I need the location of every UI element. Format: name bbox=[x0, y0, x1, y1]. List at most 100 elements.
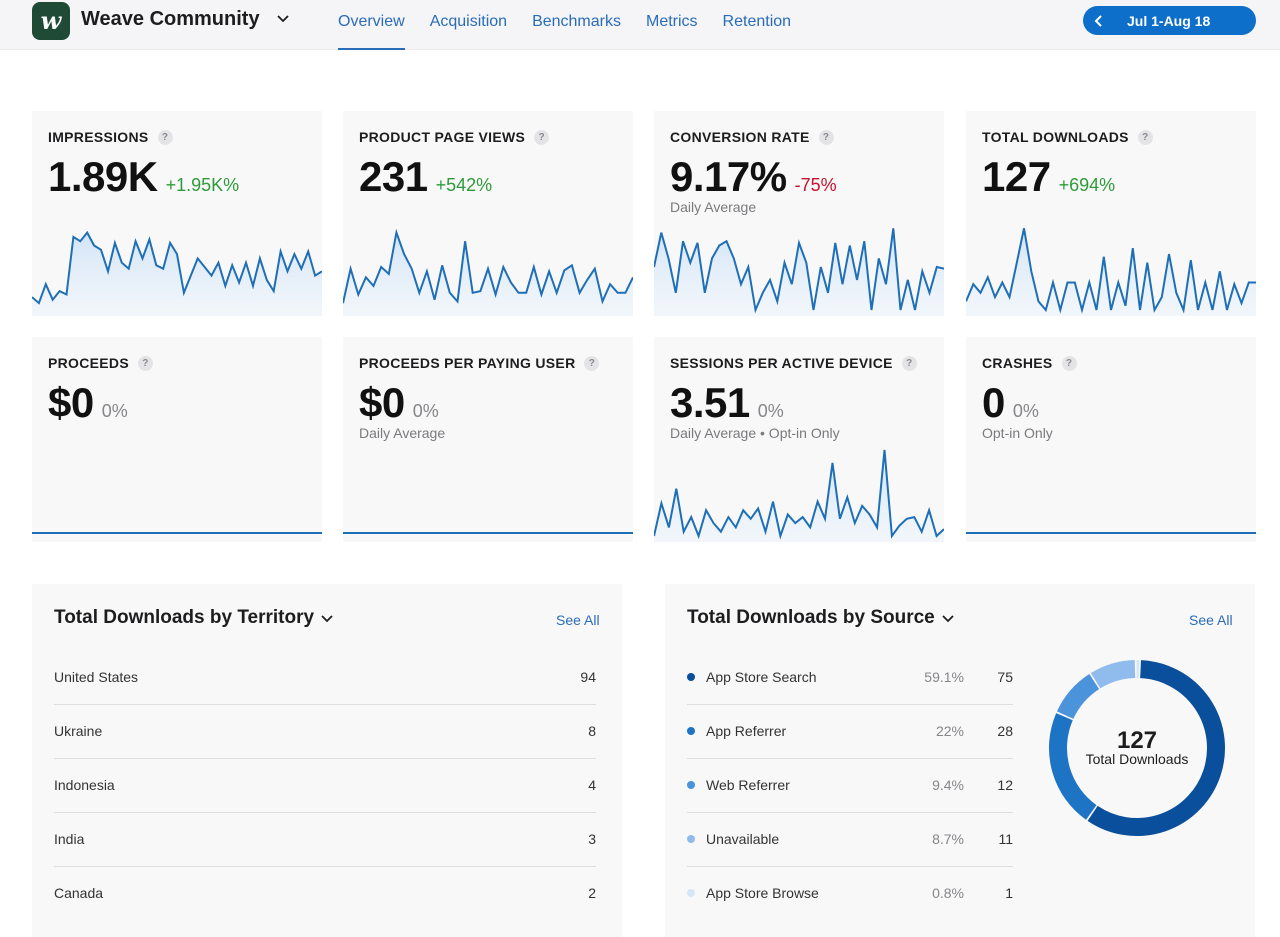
territory-row[interactable]: Indonesia 4 bbox=[54, 759, 596, 813]
help-icon[interactable]: ? bbox=[534, 129, 550, 145]
territory-see-all-link[interactable]: See All bbox=[556, 612, 600, 628]
chevron-left-icon[interactable] bbox=[1083, 6, 1115, 35]
metric-value: 127 +694% bbox=[982, 153, 1115, 201]
territory-name: Ukraine bbox=[54, 723, 103, 739]
help-icon[interactable]: ? bbox=[584, 355, 600, 371]
metric-value: 231 +542% bbox=[359, 153, 492, 201]
source-panel-title[interactable]: Total Downloads by Source bbox=[687, 607, 955, 629]
source-row[interactable]: App Store Browse 0.8% 1 bbox=[687, 867, 1013, 921]
help-icon[interactable]: ? bbox=[157, 129, 173, 145]
metric-card-product-page-views[interactable]: PRODUCT PAGE VIEWS? 231 +542% bbox=[343, 111, 633, 316]
source-row[interactable]: App Referrer 22% 28 bbox=[687, 705, 1013, 759]
metric-title: IMPRESSIONS? bbox=[48, 129, 173, 145]
metric-title-text: SESSIONS PER ACTIVE DEVICE bbox=[670, 355, 893, 371]
metric-card-sessions-per-active-device[interactable]: SESSIONS PER ACTIVE DEVICE? 3.51 0% Daily A… bbox=[654, 337, 944, 542]
metric-value-text: 1.89K bbox=[48, 153, 158, 200]
chevron-down-icon bbox=[321, 615, 333, 623]
territory-panel: Total Downloads by Territory See All Uni… bbox=[32, 584, 622, 937]
territory-name: Canada bbox=[54, 885, 104, 901]
sparkline-flat-line bbox=[32, 532, 322, 534]
territory-title-text: Total Downloads by Territory bbox=[54, 607, 315, 628]
territory-row[interactable]: Canada 2 bbox=[54, 867, 596, 921]
donut-slice bbox=[1087, 660, 1225, 836]
donut-total-value: 127 bbox=[1117, 727, 1157, 754]
top-bar: w Weave Community Overview Acquisition B… bbox=[0, 0, 1280, 50]
sparkline-flat-line bbox=[966, 532, 1256, 534]
sparkline-area bbox=[654, 450, 944, 542]
metric-value-text: 9.17% bbox=[670, 153, 787, 200]
legend-dot-icon bbox=[687, 781, 695, 789]
metric-change: +1.95K% bbox=[165, 175, 240, 195]
legend-dot-icon bbox=[687, 673, 695, 681]
app-logo[interactable]: w bbox=[32, 2, 70, 40]
territory-count: 8 bbox=[588, 723, 596, 739]
source-name: App Store Search bbox=[706, 669, 817, 685]
chevron-down-icon bbox=[942, 615, 954, 623]
source-panel: Total Downloads by Source See All App St… bbox=[665, 584, 1255, 937]
donut-slice bbox=[1090, 660, 1136, 689]
source-row[interactable]: App Store Search 59.1% 75 bbox=[687, 651, 1013, 705]
source-count: 11 bbox=[998, 831, 1013, 847]
source-row[interactable]: Unavailable 8.7% 11 bbox=[687, 813, 1013, 867]
help-icon[interactable]: ? bbox=[1061, 355, 1077, 371]
territory-count: 4 bbox=[588, 777, 596, 793]
source-name: App Store Browse bbox=[706, 885, 819, 901]
metric-change: 0% bbox=[757, 401, 784, 421]
metric-card-conversion-rate[interactable]: CONVERSION RATE? 9.17% -75% Daily Average bbox=[654, 111, 944, 316]
territory-name: India bbox=[54, 831, 85, 847]
territory-count: 2 bbox=[588, 885, 596, 901]
metric-title: CRASHES? bbox=[982, 355, 1077, 371]
source-percent: 8.7% bbox=[932, 831, 964, 847]
metric-value: $0 0% bbox=[48, 379, 128, 427]
tab-retention[interactable]: Retention bbox=[722, 13, 792, 30]
metric-subtitle: Daily Average bbox=[359, 425, 446, 441]
metric-card-total-downloads[interactable]: TOTAL DOWNLOADS? 127 +694% bbox=[966, 111, 1256, 316]
territory-row[interactable]: United States 94 bbox=[54, 651, 596, 705]
territory-count: 3 bbox=[588, 831, 596, 847]
metric-title: PRODUCT PAGE VIEWS? bbox=[359, 129, 550, 145]
metric-subtitle: Opt-in Only bbox=[982, 425, 1053, 441]
sparkline-chart bbox=[654, 449, 944, 542]
metric-value-text: 0 bbox=[982, 379, 1005, 426]
sparkline-line bbox=[32, 230, 322, 305]
source-row[interactable]: Web Referrer 9.4% 12 bbox=[687, 759, 1013, 813]
help-icon[interactable]: ? bbox=[901, 355, 917, 371]
sparkline-line bbox=[654, 228, 944, 314]
metric-title-text: TOTAL DOWNLOADS bbox=[982, 129, 1129, 145]
metric-card-crashes[interactable]: CRASHES? 0 0% Opt-in Only bbox=[966, 337, 1256, 542]
territory-panel-title[interactable]: Total Downloads by Territory bbox=[54, 607, 334, 629]
metric-value: 1.89K +1.95K% bbox=[48, 153, 239, 201]
territory-row[interactable]: Ukraine 8 bbox=[54, 705, 596, 759]
source-see-all-link[interactable]: See All bbox=[1189, 612, 1233, 628]
metric-title-text: PRODUCT PAGE VIEWS bbox=[359, 129, 526, 145]
help-icon[interactable]: ? bbox=[818, 129, 834, 145]
tab-benchmarks[interactable]: Benchmarks bbox=[532, 13, 621, 30]
help-icon[interactable]: ? bbox=[1137, 129, 1153, 145]
tab-metrics[interactable]: Metrics bbox=[645, 13, 698, 30]
donut-total-label: Total Downloads bbox=[1086, 751, 1189, 767]
date-range-picker[interactable]: Jul 1-Aug 18 bbox=[1083, 6, 1256, 35]
legend-dot-icon bbox=[687, 889, 695, 897]
source-name: App Referrer bbox=[706, 723, 787, 739]
metric-card-proceeds-per-paying-user[interactable]: PROCEEDS PER PAYING USER? $0 0% Daily Avera… bbox=[343, 337, 633, 542]
help-icon[interactable]: ? bbox=[137, 355, 153, 371]
source-count: 75 bbox=[997, 669, 1013, 685]
source-count: 28 bbox=[997, 723, 1013, 739]
svg-text:w: w bbox=[41, 7, 63, 35]
source-percent: 22% bbox=[935, 723, 964, 739]
app-name[interactable]: Weave Community bbox=[81, 8, 260, 30]
territory-count: 94 bbox=[580, 669, 596, 685]
metric-value-text: $0 bbox=[359, 379, 405, 426]
donut-slice bbox=[1049, 713, 1097, 820]
date-range-label: Jul 1-Aug 18 bbox=[1127, 12, 1211, 29]
territory-row[interactable]: India 3 bbox=[54, 813, 596, 867]
metric-title-text: PROCEEDS PER PAYING USER bbox=[359, 355, 576, 371]
main-nav: Overview Acquisition Benchmarks Metrics … bbox=[338, 0, 816, 50]
metric-change: 0% bbox=[412, 401, 439, 421]
metric-title-text: CRASHES bbox=[982, 355, 1053, 371]
chevron-down-icon[interactable] bbox=[275, 10, 291, 26]
metric-card-impressions[interactable]: IMPRESSIONS? 1.89K +1.95K% bbox=[32, 111, 322, 316]
tab-acquisition[interactable]: Acquisition bbox=[429, 13, 508, 30]
metric-card-proceeds[interactable]: PROCEEDS? $0 0% bbox=[32, 337, 322, 542]
tab-overview[interactable]: Overview bbox=[338, 0, 405, 50]
